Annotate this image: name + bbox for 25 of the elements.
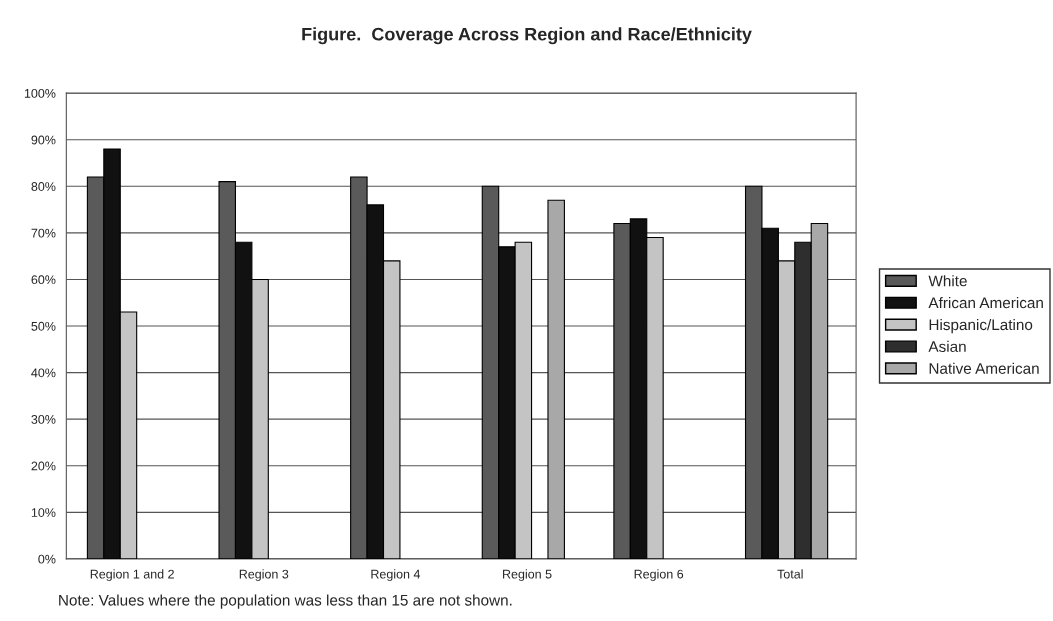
y-tick-label: 40% (31, 368, 56, 378)
legend-label: African American (928, 297, 1043, 309)
legend-label: Native American (929, 362, 1039, 374)
legend-label: Hispanic/Latino (929, 318, 1033, 334)
x-tick-label: Region 1 and 2 (90, 569, 174, 581)
y-tick-label: 20% (31, 461, 56, 471)
legend-label: Asian (928, 340, 966, 353)
y-tick-label: 50% (31, 321, 56, 331)
x-tick-label: Region 6 (634, 569, 684, 581)
y-tick-label: 60% (31, 275, 56, 285)
y-tick-label: 30% (31, 414, 56, 424)
y-tick-label: 70% (31, 228, 56, 238)
chart-title: Figure. Coverage Across Region and Race/Ethnicity (302, 27, 752, 45)
legend-label: White (928, 275, 967, 287)
y-tick-label: 10% (31, 508, 56, 517)
text: Note: Values where the population was less than 15 are not shown. (59, 594, 512, 609)
x-tick-label: Region 5 (503, 569, 552, 581)
x-tick-label: Region 3 (239, 569, 289, 581)
y-tick-label: 90% (31, 135, 56, 145)
y-tick-label: 0% (38, 554, 56, 564)
y-tick-label: 80% (31, 182, 56, 191)
x-tick-label: Total (777, 569, 803, 579)
bar (547, 199, 565, 559)
x-tick-label: Region 4 (371, 569, 421, 581)
y-tick-label: 100% (24, 88, 56, 98)
